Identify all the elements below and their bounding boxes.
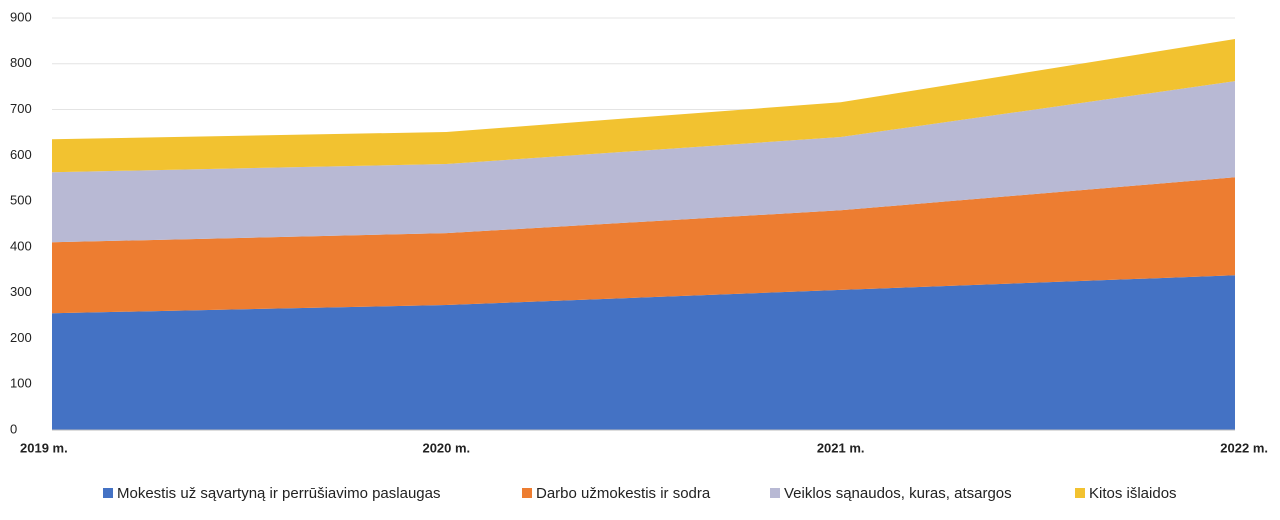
legend-label: Veiklos sąnaudos, kuras, atsargos <box>784 485 1012 502</box>
x-tick-label: 2020 m. <box>422 440 470 455</box>
legend-label: Mokestis už sąvartyną ir perrūšiavimo pa… <box>117 485 440 502</box>
legend-swatch <box>1075 488 1085 498</box>
y-tick-label: 300 <box>10 284 32 299</box>
legend-label: Darbo užmokestis ir sodra <box>536 485 711 502</box>
y-tick-label: 100 <box>10 376 32 391</box>
legend-swatch <box>522 488 532 498</box>
y-tick-label: 0 <box>10 421 17 436</box>
y-tick-label: 600 <box>10 147 32 162</box>
y-tick-label: 500 <box>10 193 32 208</box>
x-tick-label: 2021 m. <box>817 440 865 455</box>
y-tick-label: 700 <box>10 101 32 116</box>
y-tick-label: 800 <box>10 55 32 70</box>
x-tick-label: 2022 m. <box>1220 440 1268 455</box>
x-tick-label: 2019 m. <box>20 440 68 455</box>
legend-label: Kitos išlaidos <box>1089 485 1177 502</box>
area <box>52 275 1235 430</box>
y-tick-label: 400 <box>10 238 32 253</box>
area <box>52 39 1235 173</box>
area <box>52 81 1235 243</box>
y-tick-label: 900 <box>10 9 32 24</box>
y-tick-label: 200 <box>10 330 32 345</box>
legend-swatch <box>770 488 780 498</box>
legend-swatch <box>103 488 113 498</box>
area <box>52 177 1235 314</box>
